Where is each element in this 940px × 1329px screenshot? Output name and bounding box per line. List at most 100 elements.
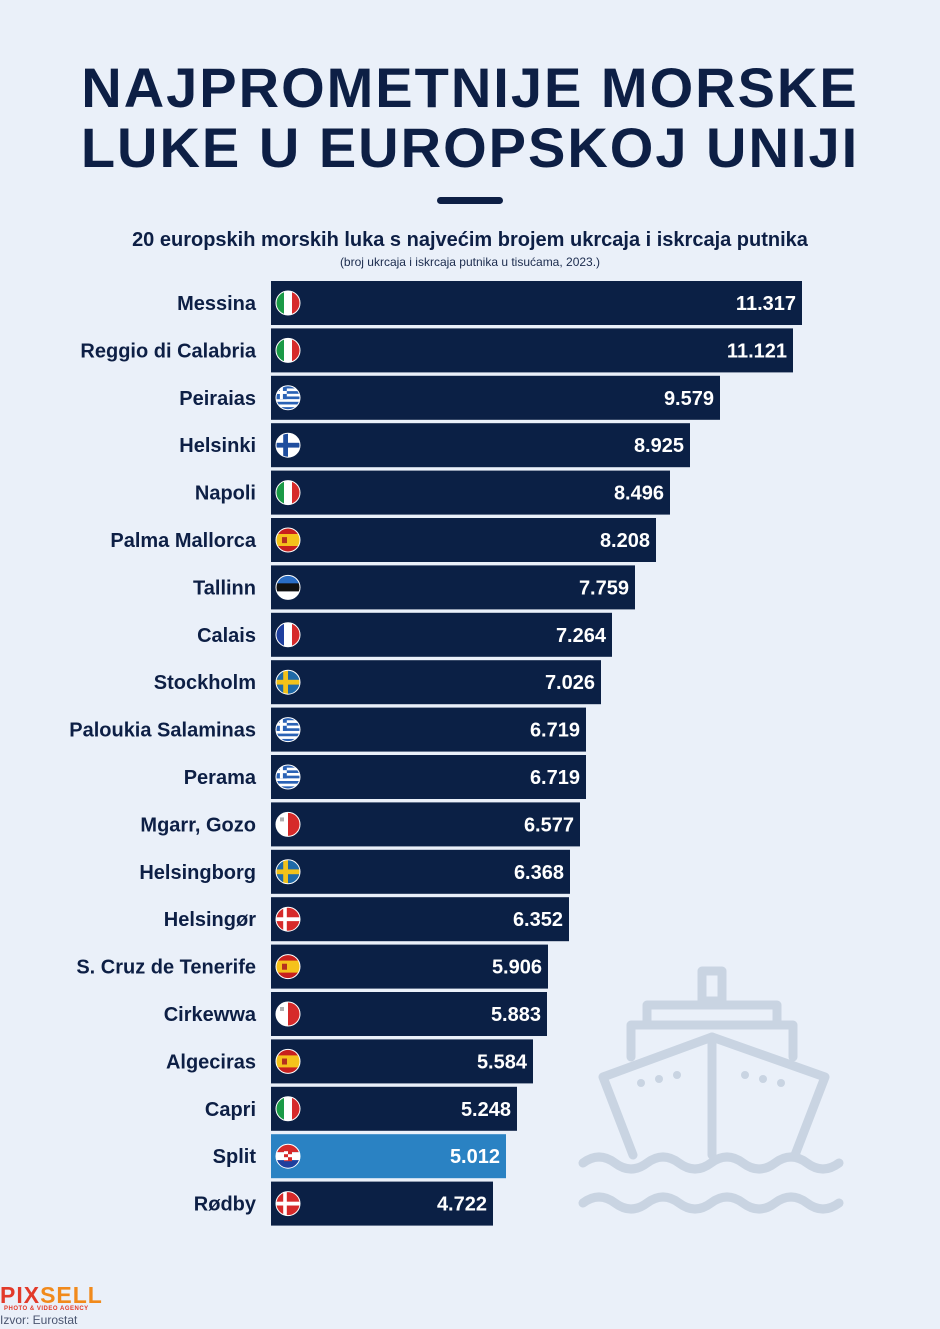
bar (271, 565, 635, 610)
value-label: 11.317 (736, 293, 796, 315)
bar-row: Stockholm 7.026 (154, 660, 601, 705)
category-label: Split (213, 1146, 257, 1168)
bar-row: Peiraias 9.579 (179, 375, 720, 420)
bar (271, 423, 690, 468)
bar-row: Perama 6.719 (184, 755, 586, 799)
bar (271, 944, 548, 989)
bar (271, 660, 601, 705)
flag-icon (275, 385, 301, 411)
flag-icon (275, 1001, 301, 1027)
title-divider (437, 197, 503, 204)
bar (271, 802, 580, 847)
category-label: Paloukia Salaminas (69, 720, 256, 742)
category-label: Peiraias (179, 388, 256, 410)
bar-row: Mgarr, Gozo 6.577 (140, 802, 580, 847)
bar-row: Split 5.012 (213, 1134, 506, 1179)
flag-icon (275, 859, 301, 885)
bar (271, 1039, 533, 1084)
bar-row: S. Cruz de Tenerife 5.906 (76, 944, 548, 989)
category-label: Rødby (194, 1194, 257, 1216)
bar-row: Helsingør 6.352 (164, 897, 569, 942)
bar (271, 755, 586, 799)
category-label: Reggio di Calabria (80, 340, 256, 362)
bar-row: Tallinn 7.759 (193, 565, 635, 610)
bar-row: Cirkewwa 5.883 (164, 992, 547, 1036)
bar (271, 707, 586, 752)
category-label: Calais (197, 625, 256, 647)
flag-icon (275, 1096, 301, 1122)
flag-icon (275, 1143, 301, 1169)
page-title: NAJPROMETNIJE MORSKE LUKE U EUROPSKOJ UN… (0, 58, 940, 178)
value-label: 7.026 (545, 672, 595, 694)
category-label: Cirkewwa (164, 1004, 257, 1026)
value-label: 6.719 (530, 767, 580, 789)
category-label: Napoli (195, 483, 256, 505)
bar (271, 375, 720, 420)
flag-icon (275, 1048, 301, 1074)
source-text: Izvor: Eurostat (0, 1313, 78, 1327)
category-label: S. Cruz de Tenerife (76, 957, 256, 979)
value-label: 5.883 (491, 1004, 541, 1026)
bar-row: Calais 7.264 (197, 612, 612, 657)
value-label: 5.012 (450, 1146, 500, 1168)
logo-part-1: PIX (0, 1282, 41, 1308)
category-label: Stockholm (154, 672, 256, 694)
bar (271, 1086, 517, 1131)
value-label: 8.925 (634, 435, 684, 457)
chart-note: (broj ukrcaja i iskrcaja putnika u tisuć… (339, 255, 601, 269)
flag-icon (275, 290, 301, 316)
value-label: 8.208 (600, 530, 650, 552)
flag-icon (275, 669, 301, 695)
category-label: Helsingør (164, 909, 256, 931)
bar (271, 281, 802, 325)
bar-row: Capri 5.248 (205, 1086, 517, 1131)
title-line-2: LUKE U EUROPSKOJ UNIJI (80, 116, 860, 179)
flag-icon (275, 1191, 301, 1217)
category-label: Perama (184, 767, 257, 789)
bar (271, 1181, 493, 1226)
value-label: 6.719 (530, 720, 580, 742)
flag-icon (275, 906, 301, 932)
flag-icon (275, 764, 301, 790)
logo-part-2: SELL (40, 1282, 103, 1308)
value-label: 9.579 (664, 388, 714, 410)
bar-highlight (271, 1134, 506, 1179)
value-label: 6.368 (514, 862, 564, 884)
bar (271, 897, 569, 942)
value-label: 5.248 (461, 1099, 511, 1121)
category-label: Palma Mallorca (110, 530, 257, 552)
category-label: Capri (205, 1099, 256, 1121)
flag-icon (275, 574, 301, 600)
category-label: Tallinn (193, 577, 256, 599)
category-label: Helsingborg (139, 862, 256, 884)
bar (271, 992, 547, 1036)
category-label: Algeciras (166, 1051, 256, 1073)
ship-icon (578, 966, 844, 1214)
bar-row: Rødby 4.722 (194, 1181, 493, 1226)
flag-icon (275, 622, 301, 648)
pixsell-logo: PIXSELL (0, 1283, 103, 1307)
flag-icon (275, 337, 301, 363)
category-label: Mgarr, Gozo (140, 814, 256, 836)
category-label: Helsinki (179, 435, 256, 457)
value-label: 8.496 (614, 483, 664, 505)
flag-icon (275, 811, 301, 837)
value-label: 6.577 (524, 814, 574, 836)
title-line-1: NAJPROMETNIJE MORSKE (81, 56, 859, 119)
bar (271, 470, 670, 515)
bar (271, 849, 570, 894)
bar-row: Messina 11.317 (177, 281, 802, 325)
bar (271, 328, 793, 373)
flag-icon (275, 954, 301, 980)
bar-row: Helsingborg 6.368 (139, 849, 570, 894)
value-label: 7.264 (556, 625, 607, 647)
chart-subtitle: 20 europskih morskih luka s najvećim bro… (132, 229, 808, 251)
bar (271, 518, 656, 562)
flag-icon (275, 527, 301, 553)
category-label: Messina (177, 293, 257, 315)
value-label: 5.906 (492, 957, 542, 979)
value-label: 4.722 (437, 1194, 487, 1216)
flag-icon (275, 432, 301, 458)
bar-row: Reggio di Calabria 11.121 (80, 328, 793, 373)
